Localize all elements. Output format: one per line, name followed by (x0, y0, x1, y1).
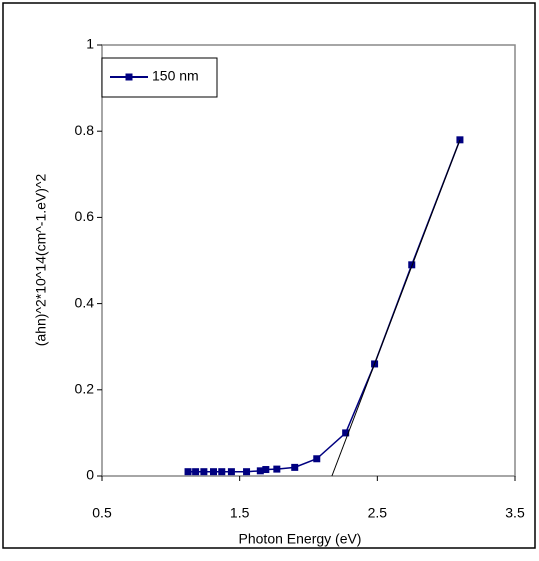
data-point (243, 468, 251, 476)
data-point (227, 468, 235, 476)
data-point (210, 468, 218, 476)
x-tick-label: 1.5 (230, 505, 250, 521)
data-point (192, 468, 200, 476)
y-axis-label: (ahn)^2*10^14(cm^-1.eV)^2 (33, 174, 49, 347)
data-point (408, 261, 416, 269)
data-point (342, 429, 350, 437)
data-point (291, 463, 299, 471)
data-point (313, 455, 321, 463)
x-axis-label: Photon Energy (eV) (239, 531, 362, 547)
tangent-line (331, 139, 461, 477)
y-tick-label: 0.6 (75, 208, 95, 224)
y-tick-label: 0.4 (75, 294, 95, 310)
frame (2, 2, 536, 549)
data-point (262, 466, 270, 474)
data-point (273, 465, 281, 473)
plot-area (101, 44, 516, 477)
y-tick-label: 1 (86, 36, 94, 52)
legend-label: 150 nm (152, 68, 199, 84)
series-line (188, 139, 461, 473)
data-point (184, 468, 192, 476)
data-point (200, 468, 208, 476)
y-tick-label: 0.2 (75, 381, 95, 397)
x-tick-label: 3.5 (505, 505, 525, 521)
legend-marker (125, 73, 133, 81)
x-tick-label: 0.5 (92, 505, 112, 521)
x-tick-label: 2.5 (368, 505, 388, 521)
y-tick-label: 0 (86, 467, 94, 483)
data-point (218, 468, 226, 476)
y-tick-label: 0.8 (75, 122, 95, 138)
data-point (256, 467, 264, 475)
